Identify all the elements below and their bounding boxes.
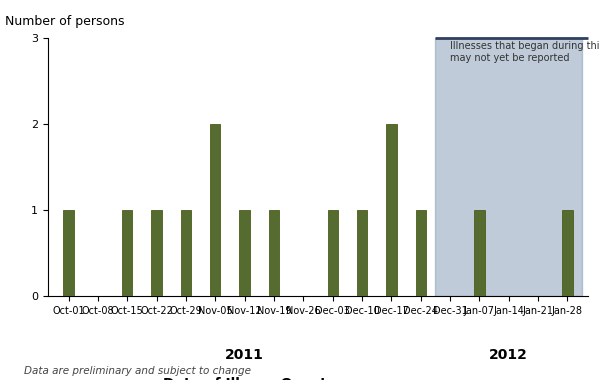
Text: 2012: 2012	[490, 348, 528, 362]
Bar	[357, 210, 367, 296]
Bar	[122, 210, 133, 296]
Bar	[151, 210, 162, 296]
Bar	[562, 210, 572, 296]
Bar	[436, 38, 582, 296]
Bar	[239, 210, 250, 296]
Bar	[181, 210, 191, 296]
Text: Illnesses that began during this time
may not yet be reported: Illnesses that began during this time ma…	[450, 41, 600, 63]
Text: Number of persons: Number of persons	[5, 15, 124, 28]
Bar	[210, 124, 220, 296]
Text: 2011: 2011	[225, 348, 264, 362]
Bar	[269, 210, 279, 296]
Text: Data are preliminary and subject to change: Data are preliminary and subject to chan…	[24, 366, 251, 376]
Bar	[474, 210, 485, 296]
Text: Date of Illness Onset: Date of Illness Onset	[163, 377, 326, 380]
Bar	[328, 210, 338, 296]
Bar	[416, 210, 426, 296]
Bar	[64, 210, 74, 296]
Bar	[386, 124, 397, 296]
